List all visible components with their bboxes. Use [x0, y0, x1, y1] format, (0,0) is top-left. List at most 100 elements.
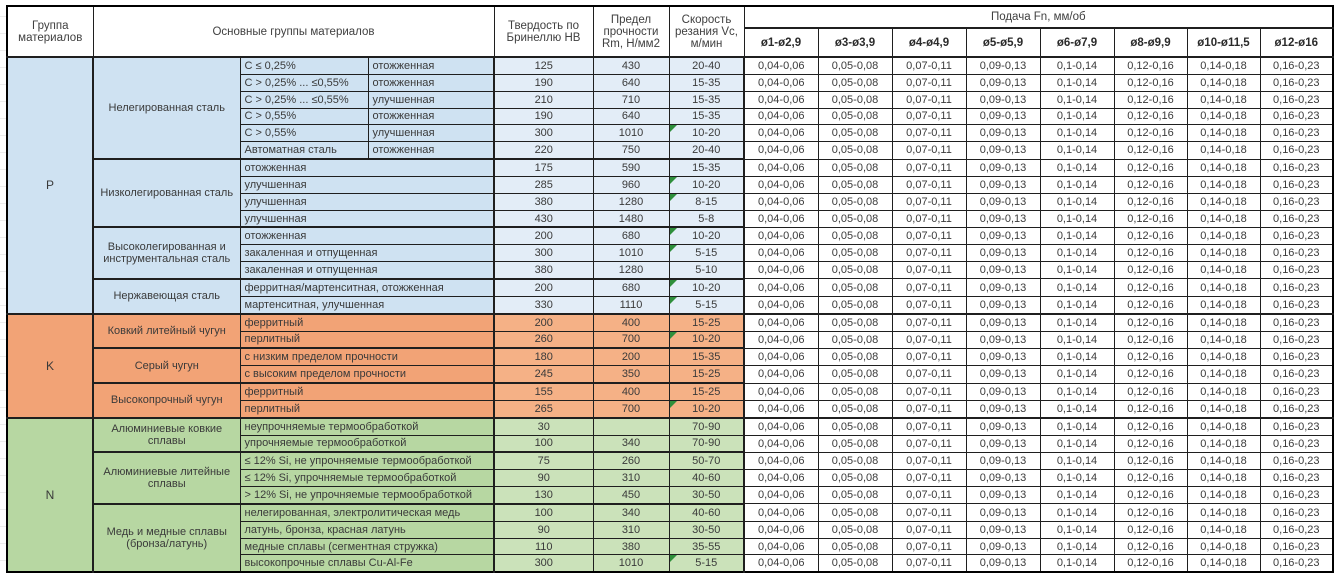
table-row: C > 0,55% отожженная 190 640 15-35 0,04-0,06 0… [7, 107, 1334, 126]
feed-cell: 0,09-0,13 [965, 434, 1041, 453]
feed-cell: 0,16-0,23 [1259, 416, 1334, 436]
header-main-groups: Основные группы материалов [92, 5, 495, 58]
strength-cell: 590 [592, 158, 670, 177]
feed-cell: 0,1-0,14 [1039, 261, 1115, 280]
speed-cell: 5-8 [668, 209, 745, 228]
condition-cell: > 12% Si, не упрочняемые термообработкой [239, 486, 495, 505]
table-row: закаленная и отпущенная 300 1010 5-15 0,04-0… [7, 244, 1334, 263]
feed-cell: 0,1-0,14 [1039, 330, 1115, 349]
strength-cell: 960 [592, 175, 670, 194]
condition-cell: ферритный [239, 382, 495, 401]
feed-cell: 0,1-0,14 [1039, 434, 1115, 453]
strength-cell: 640 [592, 73, 670, 92]
table-row: Серый чугун с низким пределом прочности 18… [7, 347, 1334, 384]
state-cell: отожженная [367, 55, 495, 75]
speed-cell: 40-60 [668, 502, 745, 522]
feed-cell: 0,16-0,23 [1259, 226, 1334, 246]
feed-cell: 0,05-0,08 [817, 486, 893, 505]
feed-cell: 0,05-0,08 [817, 503, 893, 522]
table-row: упрочняемые термообработкой 100 340 70-90 0,… [7, 434, 1334, 453]
hardness-cell: 245 [493, 365, 594, 384]
feed-cell: 0,04-0,06 [743, 124, 819, 143]
feed-cell: 0,16-0,23 [1259, 244, 1334, 263]
feed-cell: 0,04-0,06 [743, 365, 819, 384]
feed-cell: 0,04-0,06 [743, 226, 819, 246]
subgroup-name-cell: Высокопрочный чугун [92, 382, 241, 419]
feed-cell: 0,1-0,14 [1039, 416, 1115, 436]
feed-cell: 0,05-0,08 [817, 175, 893, 194]
feed-cell: 0,14-0,18 [1186, 486, 1261, 505]
feed-cell: 0,05-0,08 [817, 451, 893, 471]
table-row: Высоколегированная и инструментальная ст… [7, 226, 1334, 280]
hardness-cell: 260 [493, 330, 594, 349]
speed-cell: 5-15 [668, 554, 745, 573]
condition-cell: перлитный [239, 399, 495, 419]
hardness-cell: 380 [493, 261, 594, 280]
note-marker-icon [670, 332, 677, 339]
state-cell: отожженная [367, 73, 495, 92]
feed-cell: 0,05-0,08 [817, 141, 893, 160]
speed-cell: 15-35 [668, 158, 745, 177]
state-cell: отожженная [367, 141, 495, 160]
feed-cell: 0,1-0,14 [1039, 451, 1115, 471]
strength-cell: 340 [592, 502, 670, 522]
speed-cell: 15-35 [668, 73, 745, 92]
feed-cell: 0,05-0,08 [817, 209, 893, 228]
feed-cell: 0,07-0,11 [891, 347, 967, 367]
feed-cell: 0,14-0,18 [1186, 537, 1261, 556]
feed-cell: 0,1-0,14 [1039, 399, 1115, 419]
speed-cell: 10-20 [668, 399, 745, 419]
feed-cell: 0,09-0,13 [965, 124, 1041, 143]
hardness-cell: 380 [493, 192, 594, 211]
subgroup-name-cell: Серый чугун [92, 347, 241, 384]
speed-cell: 30-50 [668, 486, 745, 505]
feed-cell: 0,07-0,11 [891, 107, 967, 126]
feed-cell: 0,14-0,18 [1186, 261, 1261, 280]
feed-cell: 0,12-0,16 [1113, 554, 1188, 573]
strength-cell: 1280 [592, 261, 670, 280]
feed-cell: 0,1-0,14 [1039, 278, 1115, 297]
feed-cell: 0,16-0,23 [1259, 537, 1334, 556]
feed-cell: 0,07-0,11 [891, 399, 967, 419]
note-marker-icon [670, 555, 677, 563]
header-feed: Подача Fn, мм/об [743, 5, 1334, 29]
feed-cell: 0,14-0,18 [1186, 90, 1261, 109]
feed-cell: 0,12-0,16 [1113, 226, 1188, 246]
strength-cell: 680 [592, 226, 670, 246]
feed-cell: 0,16-0,23 [1259, 278, 1334, 297]
condition-cell: мартенситная, улучшенная [239, 295, 495, 315]
feed-cell: 0,09-0,13 [965, 503, 1041, 522]
feed-cell: 0,05-0,08 [817, 192, 893, 211]
feed-cell: 0,04-0,06 [743, 158, 819, 177]
feed-cell: 0,16-0,23 [1259, 330, 1334, 349]
condition-cell: ≤ 12% Si, упрочняемые термообработкой [239, 469, 495, 488]
feed-cell: 0,14-0,18 [1186, 141, 1261, 160]
feed-cell: 0,07-0,11 [891, 192, 967, 211]
feed-cell: 0,1-0,14 [1039, 295, 1115, 315]
feed-cell: 0,04-0,06 [743, 330, 819, 349]
speed-cell: 10-20 [668, 226, 745, 246]
feed-cell: 0,05-0,08 [817, 365, 893, 384]
note-marker-icon [670, 177, 677, 184]
feed-cell: 0,14-0,18 [1186, 295, 1261, 315]
feed-cell: 0,12-0,16 [1113, 416, 1188, 436]
feed-cell: 0,16-0,23 [1259, 486, 1334, 505]
strength-cell: 310 [592, 469, 670, 488]
feed-cell: 0,09-0,13 [965, 416, 1041, 436]
feed-cell: 0,04-0,06 [743, 141, 819, 160]
feed-cell: 0,04-0,06 [743, 416, 819, 436]
condition-cell: закаленная и отпущенная [239, 244, 495, 263]
feed-cell: 0,12-0,16 [1113, 158, 1188, 177]
feed-cell: 0,09-0,13 [965, 244, 1041, 263]
table-row: ≤ 12% Si, упрочняемые термообработкой 90 3… [7, 469, 1334, 488]
hardness-cell: 300 [493, 244, 594, 263]
feed-cell: 0,14-0,18 [1186, 55, 1261, 75]
condition-cell: закаленная и отпущенная [239, 261, 495, 280]
table-row: закаленная и отпущенная 380 1280 5-10 0,04-0… [7, 261, 1334, 280]
strength-cell: 400 [592, 312, 670, 332]
feed-cell: 0,14-0,18 [1186, 469, 1261, 488]
feed-cell: 0,16-0,23 [1259, 90, 1334, 109]
feed-cell: 0,07-0,11 [891, 175, 967, 194]
condition-cell: C > 0,55% [239, 124, 369, 143]
